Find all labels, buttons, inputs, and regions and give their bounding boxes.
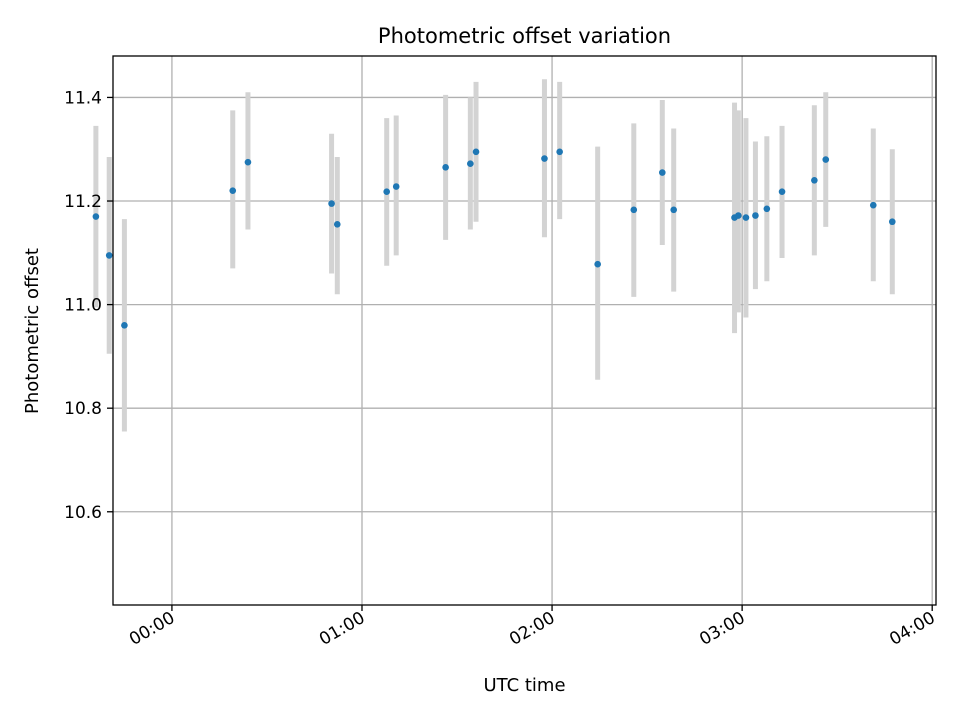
data-points	[92, 148, 896, 329]
x-tick-label: 02:00	[506, 608, 558, 650]
data-point	[229, 187, 237, 194]
data-point	[822, 156, 830, 163]
x-tick-label: 04:00	[886, 608, 938, 650]
y-tick-label: 11.4	[64, 88, 102, 108]
data-point	[742, 214, 750, 221]
y-tick-label: 11.2	[64, 192, 102, 212]
data-point	[630, 206, 638, 214]
error-bars	[93, 79, 895, 432]
x-tick-label: 03:00	[696, 608, 748, 650]
x-tick-label: 00:00	[126, 608, 178, 650]
data-point	[659, 169, 666, 176]
data-point	[105, 252, 113, 259]
y-tick-label: 10.8	[64, 399, 102, 419]
data-point	[92, 213, 100, 220]
data-point	[778, 188, 786, 195]
data-point	[670, 206, 678, 214]
data-point	[121, 322, 128, 329]
y-axis-title: Photometric offset	[22, 248, 43, 414]
data-point	[556, 148, 563, 156]
grid-lines	[113, 56, 936, 605]
data-point	[735, 212, 742, 219]
data-point	[763, 205, 771, 213]
data-point	[472, 148, 480, 156]
x-tick-label: 01:00	[316, 608, 368, 650]
data-point	[811, 177, 818, 184]
data-point	[392, 183, 400, 190]
data-point	[594, 260, 601, 268]
y-tick-label: 11.0	[64, 296, 102, 316]
data-point	[333, 221, 341, 228]
data-point	[467, 160, 474, 168]
y-tick-label: 10.6	[64, 503, 102, 523]
data-point	[888, 218, 896, 226]
data-point	[442, 164, 449, 171]
plot-frame	[112, 55, 937, 606]
x-axis-title: UTC time	[483, 675, 565, 696]
data-point	[752, 212, 759, 219]
data-point	[383, 188, 390, 195]
data-point	[869, 201, 877, 209]
data-point	[541, 155, 548, 162]
data-point	[328, 200, 335, 207]
chart-title: Photometric offset variation	[378, 24, 671, 48]
data-point	[244, 158, 252, 166]
